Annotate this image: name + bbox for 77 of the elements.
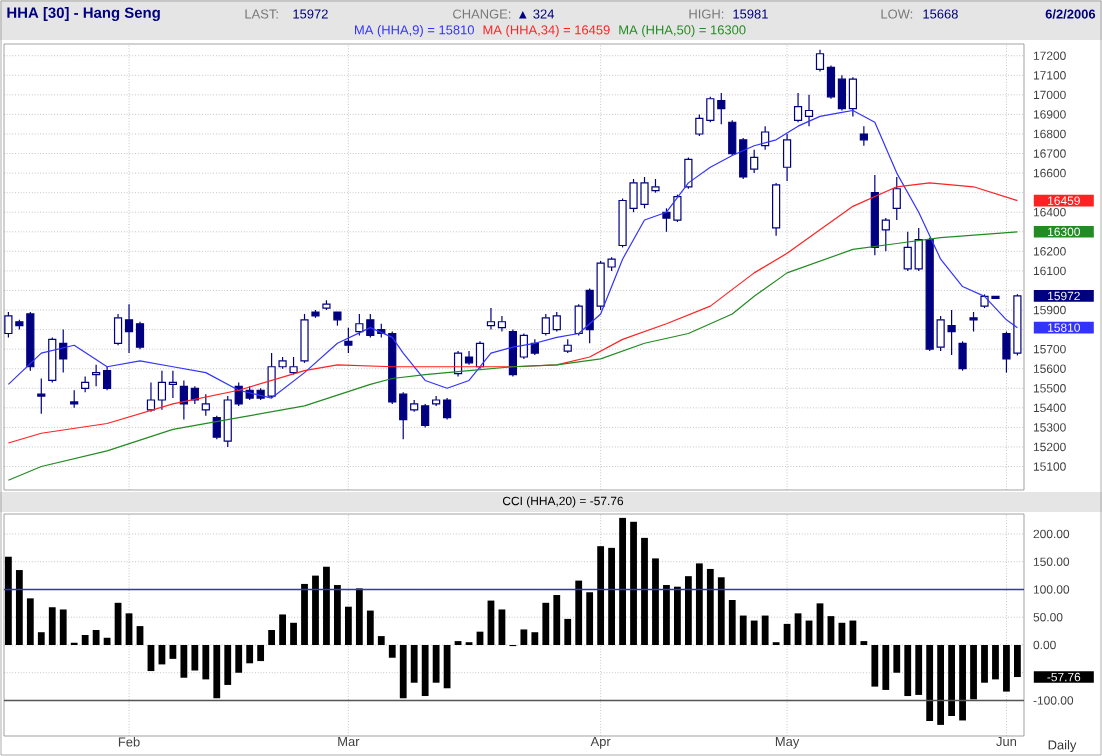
bar xyxy=(926,644,934,722)
bar xyxy=(959,644,966,721)
bar xyxy=(750,620,758,645)
bar xyxy=(531,632,539,645)
bar xyxy=(739,615,747,645)
candlestick xyxy=(782,133,792,182)
bar xyxy=(312,575,319,645)
bar xyxy=(92,630,100,645)
bar xyxy=(970,644,977,700)
bar xyxy=(213,644,221,699)
bar xyxy=(59,609,67,645)
bar xyxy=(849,620,857,645)
bar xyxy=(202,644,210,680)
bar xyxy=(992,644,999,680)
bar xyxy=(410,644,418,683)
bar xyxy=(257,644,265,662)
candlestick xyxy=(772,182,781,237)
bar xyxy=(4,556,12,645)
bar xyxy=(904,644,912,697)
bar xyxy=(344,606,352,645)
bar xyxy=(520,629,528,645)
bar xyxy=(432,644,440,683)
candlestick xyxy=(859,125,868,147)
bar xyxy=(15,570,23,645)
bar xyxy=(355,588,363,645)
bar xyxy=(246,644,254,664)
bar xyxy=(224,644,232,685)
line-series xyxy=(7,231,1019,481)
bar xyxy=(948,644,955,717)
bar xyxy=(882,644,890,690)
bar xyxy=(915,644,923,695)
bar xyxy=(575,580,583,645)
candlestick xyxy=(684,156,693,190)
bar xyxy=(399,644,407,699)
bar xyxy=(564,618,572,645)
bar xyxy=(48,607,56,645)
bar xyxy=(597,546,605,645)
bar xyxy=(334,585,341,645)
bar xyxy=(981,644,988,683)
bar xyxy=(37,632,45,645)
bar xyxy=(1014,644,1021,678)
bar xyxy=(641,537,648,645)
bar xyxy=(706,568,714,645)
bar xyxy=(717,577,725,645)
bar xyxy=(761,615,769,645)
bar xyxy=(81,634,89,645)
bar xyxy=(279,614,286,645)
bar xyxy=(674,586,681,645)
bar xyxy=(586,592,594,645)
bar xyxy=(323,566,330,645)
bar xyxy=(695,563,703,645)
bar xyxy=(26,598,34,645)
bar xyxy=(421,644,429,697)
bar xyxy=(268,630,276,645)
bar xyxy=(728,600,736,645)
bar xyxy=(290,622,297,645)
bar xyxy=(619,517,626,645)
bar xyxy=(498,609,506,645)
bar xyxy=(542,602,550,645)
bar xyxy=(871,644,879,687)
bar xyxy=(630,521,637,645)
candlestick xyxy=(958,340,967,372)
bar xyxy=(366,610,374,645)
bar xyxy=(191,644,199,671)
bar xyxy=(684,576,692,645)
bar xyxy=(608,547,616,645)
bar xyxy=(663,585,670,645)
bar xyxy=(180,644,188,678)
bar xyxy=(937,644,945,725)
bar xyxy=(301,583,308,645)
bar xyxy=(1003,644,1010,692)
bar xyxy=(553,595,561,645)
bar xyxy=(377,636,385,645)
bar xyxy=(235,644,243,673)
bar xyxy=(652,558,659,645)
bar xyxy=(893,644,901,673)
bar xyxy=(388,644,396,658)
